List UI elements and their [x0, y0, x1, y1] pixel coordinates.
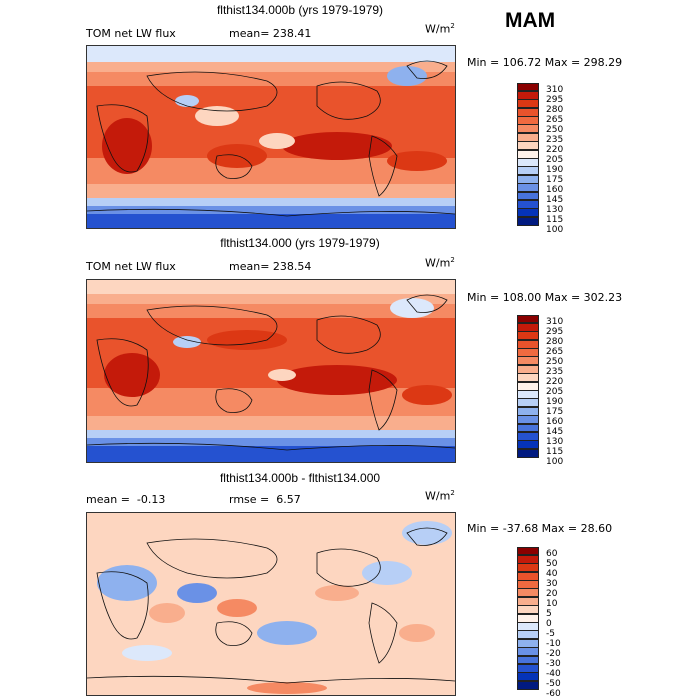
- panel2-colorbar-tick-label: 100: [546, 457, 564, 467]
- panel3-colorbar-tick-label: -10: [546, 639, 561, 649]
- panel2-title: flthist134.000 (yrs 1979-1979): [220, 236, 380, 250]
- panel2-colorbar-tick-label: 205: [546, 387, 564, 397]
- panel1-title: flthist134.000b (yrs 1979-1979): [216, 3, 384, 17]
- panel1-colorbar-tick-label: 280: [546, 105, 564, 115]
- panel1-colorbar-tick-label: 310: [546, 85, 564, 95]
- panel2-colorbar-tick-label: 235: [546, 367, 564, 377]
- panel2-colorbar-tick-label: 190: [546, 397, 564, 407]
- panel2-variable-label: TOM net LW flux: [86, 260, 176, 273]
- panel1-colorbar: [517, 82, 539, 226]
- panel1-colorbar-tick-label: 190: [546, 165, 564, 175]
- panel3-colorbar-labels: 60 50 40 30 20 10 5 0 -5 -10 -20 -30 -40 -50 -60: [546, 549, 561, 699]
- panel3-colorbar-tick-label: -60: [546, 689, 561, 699]
- panel3-colorbar-tick-label: 50: [546, 559, 558, 569]
- panel2-colorbar: [517, 314, 539, 458]
- panel2-colorbar-tick-label: 280: [546, 337, 564, 347]
- panel2-colorbar-tick-label: 265: [546, 347, 564, 357]
- panel3-colorbar-tick-label: -5: [546, 629, 555, 639]
- season-label: MAM: [505, 9, 556, 32]
- panel3-colorbar-tick-label: 30: [546, 579, 558, 589]
- panel2-colorbar-tick-label: 115: [546, 447, 564, 457]
- panel1-mean-value: 238.41: [272, 27, 312, 40]
- panel2-colorbar-tick-label: 160: [546, 417, 564, 427]
- panel2-mean-value: 238.54: [272, 260, 312, 273]
- panel1-mean-label: mean= 238.41: [229, 27, 312, 40]
- panel2-map-field: [87, 280, 455, 462]
- panel2-colorbar-tick-label: 145: [546, 427, 564, 437]
- panel3-minmax: Min = -37.68 Max = 28.60: [467, 522, 613, 535]
- panel3-title: flthist134.000b - flthist134.000: [219, 471, 381, 485]
- panel2-colorbar-tick-label: 130: [546, 437, 564, 447]
- panel3-colorbar-tick-label: 40: [546, 569, 558, 579]
- panel2-colorbar-tick-label: 250: [546, 357, 564, 367]
- panel1-map-field: [87, 46, 455, 228]
- panel1-colorbar-tick-label: 205: [546, 155, 564, 165]
- panel3-colorbar-swatch: [517, 680, 539, 690]
- panel3-rmse-label: rmse = 6.57: [229, 493, 301, 506]
- panel1-map: [86, 45, 456, 229]
- panel2-colorbar-tick-label: 310: [546, 317, 564, 327]
- panel3-colorbar-tick-label: -30: [546, 659, 561, 669]
- panel3-map: [86, 512, 456, 696]
- panel1-units: W/m2: [425, 22, 455, 36]
- panel3-units: W/m2: [425, 489, 455, 503]
- panel1-variable-label: TOM net LW flux: [86, 27, 176, 40]
- panel3-colorbar: [517, 546, 539, 690]
- panel2-colorbar-tick-label: 295: [546, 327, 564, 337]
- panel1-colorbar-tick-label: 250: [546, 125, 564, 135]
- panel2-colorbar-tick-label: 175: [546, 407, 564, 417]
- panel1-colorbar-labels: 310 295 280 265 250 235 220 205 190 175 160 145 130 1…: [546, 85, 563, 235]
- panel3-rmse-value: 6.57: [276, 493, 301, 506]
- panel1-colorbar-tick-label: 115: [546, 215, 564, 225]
- panel1-colorbar-tick-label: 295: [546, 95, 564, 105]
- panel3-map-field: [87, 513, 455, 695]
- panel1-colorbar-swatch: [517, 216, 539, 226]
- panel1-colorbar-tick-label: 160: [546, 185, 564, 195]
- panel2-colorbar-labels: 310 295 280 265 250 235 220 205 190 175 160 145 130 1…: [546, 317, 563, 467]
- panel3-colorbar-tick-label: 5: [546, 609, 552, 619]
- panel1-colorbar-tick-label: 100: [546, 225, 564, 235]
- panel3-mean-value: -0.13: [136, 493, 166, 506]
- panel2-mean-label: mean= 238.54: [229, 260, 312, 273]
- panel1-colorbar-tick-label: 145: [546, 195, 564, 205]
- panel3-colorbar-tick-label: 10: [546, 599, 558, 609]
- panel3-colorbar-tick-label: 0: [546, 619, 552, 629]
- panel2-units: W/m2: [425, 256, 455, 270]
- panel2-minmax: Min = 108.00 Max = 302.23: [467, 291, 623, 304]
- panel3-colorbar-tick-label: -20: [546, 649, 561, 659]
- panel1-minmax: Min = 106.72 Max = 298.29: [467, 56, 623, 69]
- panel1-colorbar-tick-label: 220: [546, 145, 564, 155]
- panel2-map: [86, 279, 456, 463]
- panel1-colorbar-tick-label: 235: [546, 135, 564, 145]
- panel3-colorbar-tick-label: 20: [546, 589, 558, 599]
- panel3-colorbar-tick-label: 60: [546, 549, 558, 559]
- panel3-colorbar-tick-label: -40: [546, 669, 561, 679]
- panel3-colorbar-tick-label: -50: [546, 679, 561, 689]
- panel1-colorbar-tick-label: 265: [546, 115, 564, 125]
- panel2-colorbar-tick-label: 220: [546, 377, 564, 387]
- panel2-colorbar-swatch: [517, 448, 539, 458]
- panel1-colorbar-tick-label: 130: [546, 205, 564, 215]
- panel1-colorbar-tick-label: 175: [546, 175, 564, 185]
- panel3-mean-label: mean = -0.13: [86, 493, 166, 506]
